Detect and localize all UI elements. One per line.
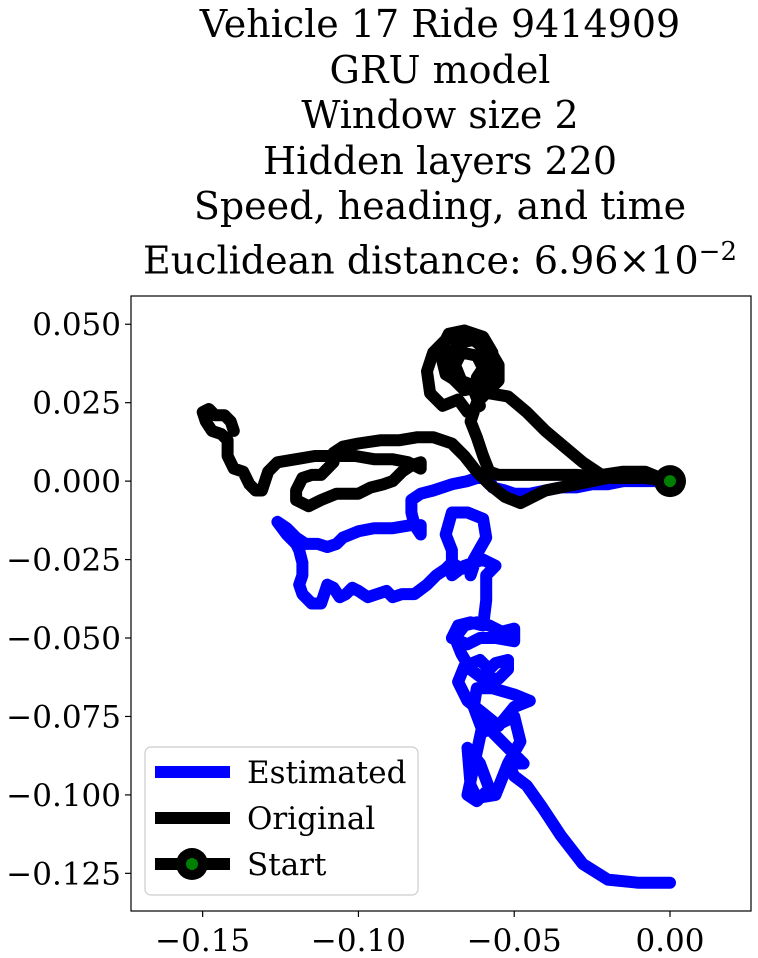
chart-title: Vehicle 17 Ride 9414909 GRU model Window… — [0, 2, 758, 284]
legend-label-start: Start — [247, 847, 327, 883]
y-tick-label: 0.050 — [32, 307, 121, 343]
euclid-exponent: −2 — [698, 236, 737, 267]
start-marker-inner — [663, 475, 676, 488]
title-line: GRU model — [329, 47, 551, 92]
y-tick-label: 0.025 — [32, 386, 121, 422]
y-tick-label: 0.000 — [32, 464, 121, 500]
y-tick-label: −0.125 — [6, 856, 121, 892]
title-line: Vehicle 17 Ride 9414909 — [199, 2, 681, 46]
title-line: Speed, heading, and time — [193, 184, 687, 228]
y-tick-label: −0.100 — [6, 778, 121, 814]
euclid-times: ×10 — [618, 238, 699, 283]
y-tick-label: −0.050 — [6, 621, 121, 657]
legend-start-marker-inner — [186, 858, 198, 870]
x-tick-label: −0.15 — [155, 923, 250, 958]
series-layer — [196, 324, 686, 889]
title-line: Hidden layers 220 — [262, 138, 618, 183]
legend: Estimated Original Start — [144, 746, 419, 896]
legend-label-original: Original — [247, 801, 375, 837]
x-tick-label: −0.05 — [467, 923, 562, 958]
y-tick-label: −0.075 — [6, 699, 121, 735]
x-tick-label: 0.00 — [635, 923, 704, 958]
euclid-label: Euclidean distance: 6.96 — [143, 238, 619, 283]
y-tick-label: −0.025 — [6, 543, 121, 579]
title-line: Window size 2 — [301, 93, 579, 137]
series-estimated-line — [271, 472, 676, 889]
title-euclidean-distance: Euclidean distance: 6.96×10−2 — [0, 230, 758, 284]
legend-label-estimated: Estimated — [247, 755, 406, 791]
axes-border — [130, 295, 752, 912]
x-tick-label: −0.10 — [311, 923, 406, 958]
series-original-line — [196, 324, 676, 513]
ticks-layer: −0.15 −0.10 −0.05 0.00 0.050 0.025 0.000 −0.025… — [6, 295, 752, 958]
